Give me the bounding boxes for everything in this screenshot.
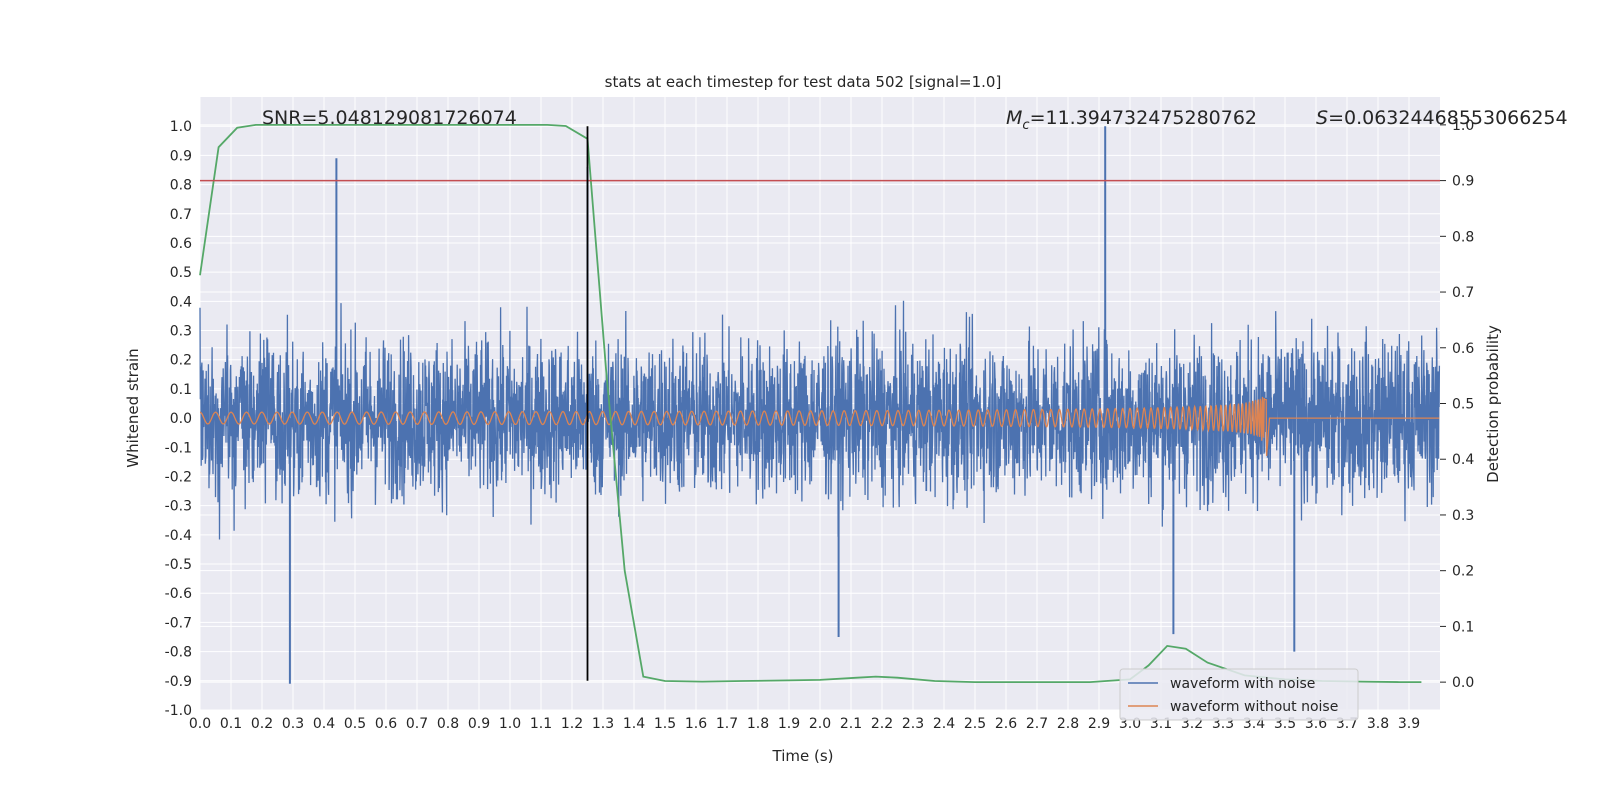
x-tick-label: 1.7 bbox=[716, 716, 738, 732]
x-tick-label: 0.3 bbox=[282, 716, 304, 732]
legend: waveform with noise waveform without noi… bbox=[1119, 668, 1359, 721]
series-detection-probability bbox=[199, 124, 1422, 683]
y-axis-label-right: Detection probability bbox=[1484, 325, 1502, 483]
x-tick-label: 2.3 bbox=[902, 716, 924, 732]
x-tick-label: 1.5 bbox=[654, 716, 676, 732]
y-right-tick-label: 0.0 bbox=[1452, 675, 1474, 691]
y-tick-label: 0.8 bbox=[170, 178, 192, 194]
x-axis-label: Time (s) bbox=[772, 747, 834, 765]
s-symbol: S bbox=[1316, 107, 1328, 129]
x-tick-label: 2.7 bbox=[1026, 716, 1048, 732]
x-tick-label: 2.2 bbox=[871, 716, 893, 732]
x-tick-label: 2.0 bbox=[809, 716, 831, 732]
x-tick-label: 2.6 bbox=[995, 716, 1017, 732]
y-right-tick-label: 0.2 bbox=[1452, 564, 1474, 580]
x-tick-label: 2.1 bbox=[840, 716, 862, 732]
y-tick-label: 0.3 bbox=[170, 324, 192, 340]
x-tick-label: 1.6 bbox=[685, 716, 707, 732]
x-tick-label: 0.0 bbox=[189, 716, 211, 732]
y-tick-label: -0.3 bbox=[165, 499, 192, 515]
y-tick-label: -0.1 bbox=[165, 440, 192, 456]
x-tick-label: 2.8 bbox=[1057, 716, 1079, 732]
y-tick-label: -0.5 bbox=[165, 557, 192, 573]
probability-line bbox=[199, 124, 1422, 683]
legend-label-clean: waveform without noise bbox=[1170, 699, 1338, 715]
x-tick-label: 0.2 bbox=[251, 716, 273, 732]
x-tick-label: 0.5 bbox=[344, 716, 366, 732]
x-tick-label: 0.4 bbox=[313, 716, 335, 732]
clean-waveform-line bbox=[200, 396, 1440, 456]
y-right-tick-label: 0.4 bbox=[1452, 452, 1474, 468]
mc-annotation: Mc=11.394732475280762 bbox=[1006, 107, 1257, 133]
chart-title: stats at each timestep for test data 502… bbox=[605, 73, 1002, 91]
x-tick-label: 3.9 bbox=[1398, 716, 1420, 732]
x-tick-label: 3.8 bbox=[1367, 716, 1389, 732]
y-right-tick-label: 0.8 bbox=[1452, 229, 1474, 245]
y-tick-label: -1.0 bbox=[165, 703, 192, 719]
x-tick-label: 0.8 bbox=[437, 716, 459, 732]
y-tick-label: 0.2 bbox=[170, 353, 192, 369]
y-axis-label: Whitened strain bbox=[124, 348, 142, 467]
series-waveform-without-noise bbox=[200, 396, 1440, 456]
y-tick-label: -0.4 bbox=[165, 528, 192, 544]
x-tick-label: 0.9 bbox=[468, 716, 490, 732]
snr-annotation: SNR=5.048129081726074 bbox=[262, 107, 517, 129]
x-tick-label: 2.4 bbox=[933, 716, 955, 732]
y-tick-label: 0.0 bbox=[170, 411, 192, 427]
mc-subscript: c bbox=[1022, 118, 1029, 133]
reference-lines bbox=[200, 126, 1440, 681]
y-right-tick-label: 0.6 bbox=[1452, 341, 1474, 357]
x-tick-label: 0.7 bbox=[406, 716, 428, 732]
y-tick-label: 0.9 bbox=[170, 148, 192, 164]
s-annotation: S=0.06324468553066254 bbox=[1316, 107, 1568, 129]
mc-symbol: M bbox=[1006, 107, 1022, 129]
y-right-tick-label: 0.1 bbox=[1452, 619, 1474, 635]
x-tick-label: 1.8 bbox=[747, 716, 769, 732]
x-tick-label: 1.1 bbox=[530, 716, 552, 732]
mc-value: =11.394732475280762 bbox=[1030, 107, 1257, 129]
y-right-tick-label: 0.9 bbox=[1452, 174, 1474, 190]
y-tick-label: -0.9 bbox=[165, 674, 192, 690]
y-tick-label: 0.4 bbox=[170, 294, 192, 310]
y-tick-label: -0.7 bbox=[165, 615, 192, 631]
y-tick-label: 1.0 bbox=[170, 119, 192, 135]
x-tick-label: 0.1 bbox=[220, 716, 242, 732]
y-tick-label: 0.5 bbox=[170, 265, 192, 281]
y-right-tick-label: 1.0 bbox=[1452, 118, 1474, 134]
y-tick-label: 0.6 bbox=[170, 236, 192, 252]
y-tick-label: -0.8 bbox=[165, 645, 192, 661]
legend-label-noise: waveform with noise bbox=[1170, 676, 1315, 692]
x-tick-label: 0.6 bbox=[375, 716, 397, 732]
y-tick-label: -0.2 bbox=[165, 469, 192, 485]
y-right-tick-label: 0.7 bbox=[1452, 285, 1474, 301]
y-tick-label: -0.6 bbox=[165, 586, 192, 602]
legend-box bbox=[1119, 668, 1359, 721]
x-tick-label: 2.5 bbox=[964, 716, 986, 732]
x-tick-label: 1.3 bbox=[592, 716, 614, 732]
x-tick-label: 2.9 bbox=[1088, 716, 1110, 732]
x-tick-label: 1.2 bbox=[561, 716, 583, 732]
x-tick-label: 1.9 bbox=[778, 716, 800, 732]
s-value: =0.06324468553066254 bbox=[1328, 107, 1568, 129]
y-right-tick-label: 0.3 bbox=[1452, 508, 1474, 524]
x-tick-label: 1.0 bbox=[499, 716, 521, 732]
y-right-tick-label: 0.5 bbox=[1452, 397, 1474, 413]
y-tick-label: 0.7 bbox=[170, 207, 192, 223]
y-tick-label: 0.1 bbox=[170, 382, 192, 398]
x-tick-label: 1.4 bbox=[623, 716, 645, 732]
